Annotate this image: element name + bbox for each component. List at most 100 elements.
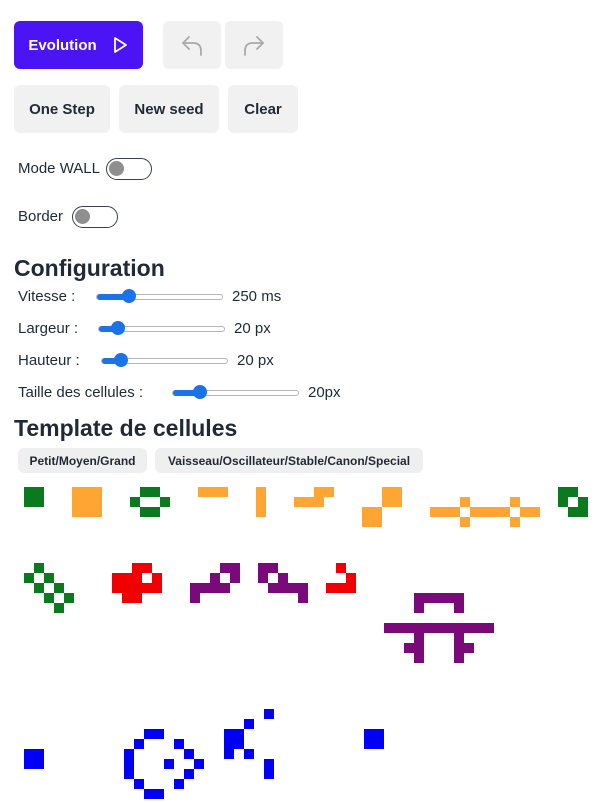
template-cell [210,573,220,583]
template-cell [230,563,240,573]
vitesse-slider[interactable] [96,289,223,303]
template-orange-bar[interactable] [198,487,228,497]
template-cell [298,593,308,603]
taille-slider-thumb[interactable] [193,385,207,399]
vitesse-slider-thumb[interactable] [122,289,136,303]
template-cell [314,497,324,507]
template-cell [414,653,424,663]
taille-slider[interactable] [172,385,299,399]
template-cell [460,517,470,527]
template-cell [132,593,142,603]
template-cell [382,487,402,507]
template-green-beehive[interactable] [130,487,170,517]
template-green-diag[interactable] [24,563,74,613]
vitesse-value: 250 ms [232,288,282,305]
redo-icon [244,36,264,56]
template-cell [414,603,424,613]
template-cell [244,719,254,729]
template-cell [132,573,142,583]
taille-slider-fill [173,390,200,396]
template-cell [288,583,298,593]
tag-type[interactable]: Vaisseau/Oscillateur/Stable/Canon/Specia… [155,448,423,473]
border-toggle[interactable] [72,206,118,228]
template-cell [394,623,404,633]
template-cell [414,643,424,653]
template-cell [140,507,150,517]
template-cell [454,653,464,663]
template-cell [124,759,134,769]
template-red-hook[interactable] [326,563,356,593]
template-cell [132,583,142,593]
template-cell [326,583,336,593]
template-cell [258,563,268,573]
template-purple-hook-a[interactable] [190,563,240,603]
template-blue-block[interactable] [24,749,44,769]
template-cell [124,749,134,759]
largeur-slider[interactable] [98,321,225,335]
template-cell [54,603,64,613]
template-cell [444,593,454,603]
template-orange-vbar[interactable] [256,487,266,517]
template-cell [184,769,194,779]
new-seed-button[interactable]: New seed [119,85,219,133]
largeur-value: 20 px [234,320,271,337]
template-cell [144,789,154,799]
template-orange-shape[interactable] [294,487,334,507]
template-cell [264,709,274,719]
template-cell [256,497,266,507]
template-cell [34,583,44,593]
hauteur-slider[interactable] [101,353,228,367]
largeur-slider-fill [99,326,117,332]
undo-icon [182,36,202,56]
template-orange-long[interactable] [430,497,540,527]
template-cell [424,623,434,633]
template-cell [568,487,578,497]
template-blue-small[interactable] [364,729,384,749]
largeur-slider-thumb[interactable] [111,321,125,335]
template-cell [112,583,122,593]
largeur-label: Largeur : [18,320,79,337]
template-blue-ring[interactable] [124,729,204,799]
clear-button[interactable]: Clear [228,85,298,133]
template-cell [142,583,152,593]
template-cell [230,573,240,583]
hauteur-slider-fill [102,358,120,364]
template-cell [294,497,304,507]
template-cell [218,487,228,497]
template-cell [174,739,184,749]
vitesse-label: Vitesse : [18,288,76,305]
template-cell [220,563,230,573]
redo-button[interactable] [225,21,283,69]
template-cell [314,487,324,497]
template-cell [150,507,160,517]
tag-size[interactable]: Petit/Moyen/Grand [18,448,147,473]
one-step-button[interactable]: One Step [14,85,110,133]
hauteur-label: Hauteur : [18,352,80,369]
template-cell [24,573,34,583]
mode-wall-toggle[interactable] [106,158,152,180]
undo-button[interactable] [163,21,221,69]
template-cell [336,583,346,593]
template-purple-large[interactable] [384,593,494,663]
template-cell [124,769,134,779]
template-green-glider[interactable] [558,487,588,517]
template-green-block[interactable] [24,487,44,507]
template-cell [454,593,464,603]
template-cell [150,487,160,497]
template-blue-c[interactable] [224,709,274,779]
border-knob [75,209,90,224]
template-cell [298,583,308,593]
evolution-button[interactable]: Evolution [14,21,143,69]
template-cell [568,507,578,517]
template-cell [424,593,434,603]
template-cell [520,507,530,517]
template-orange-diag[interactable] [362,487,402,527]
template-red-heart[interactable] [112,563,162,603]
template-cell [336,563,346,573]
template-orange-block[interactable] [72,487,102,517]
template-cell [72,487,102,517]
template-cell [578,507,588,517]
template-purple-hook-b[interactable] [258,563,308,603]
template-cell [454,643,464,653]
hauteur-slider-thumb[interactable] [114,353,128,367]
